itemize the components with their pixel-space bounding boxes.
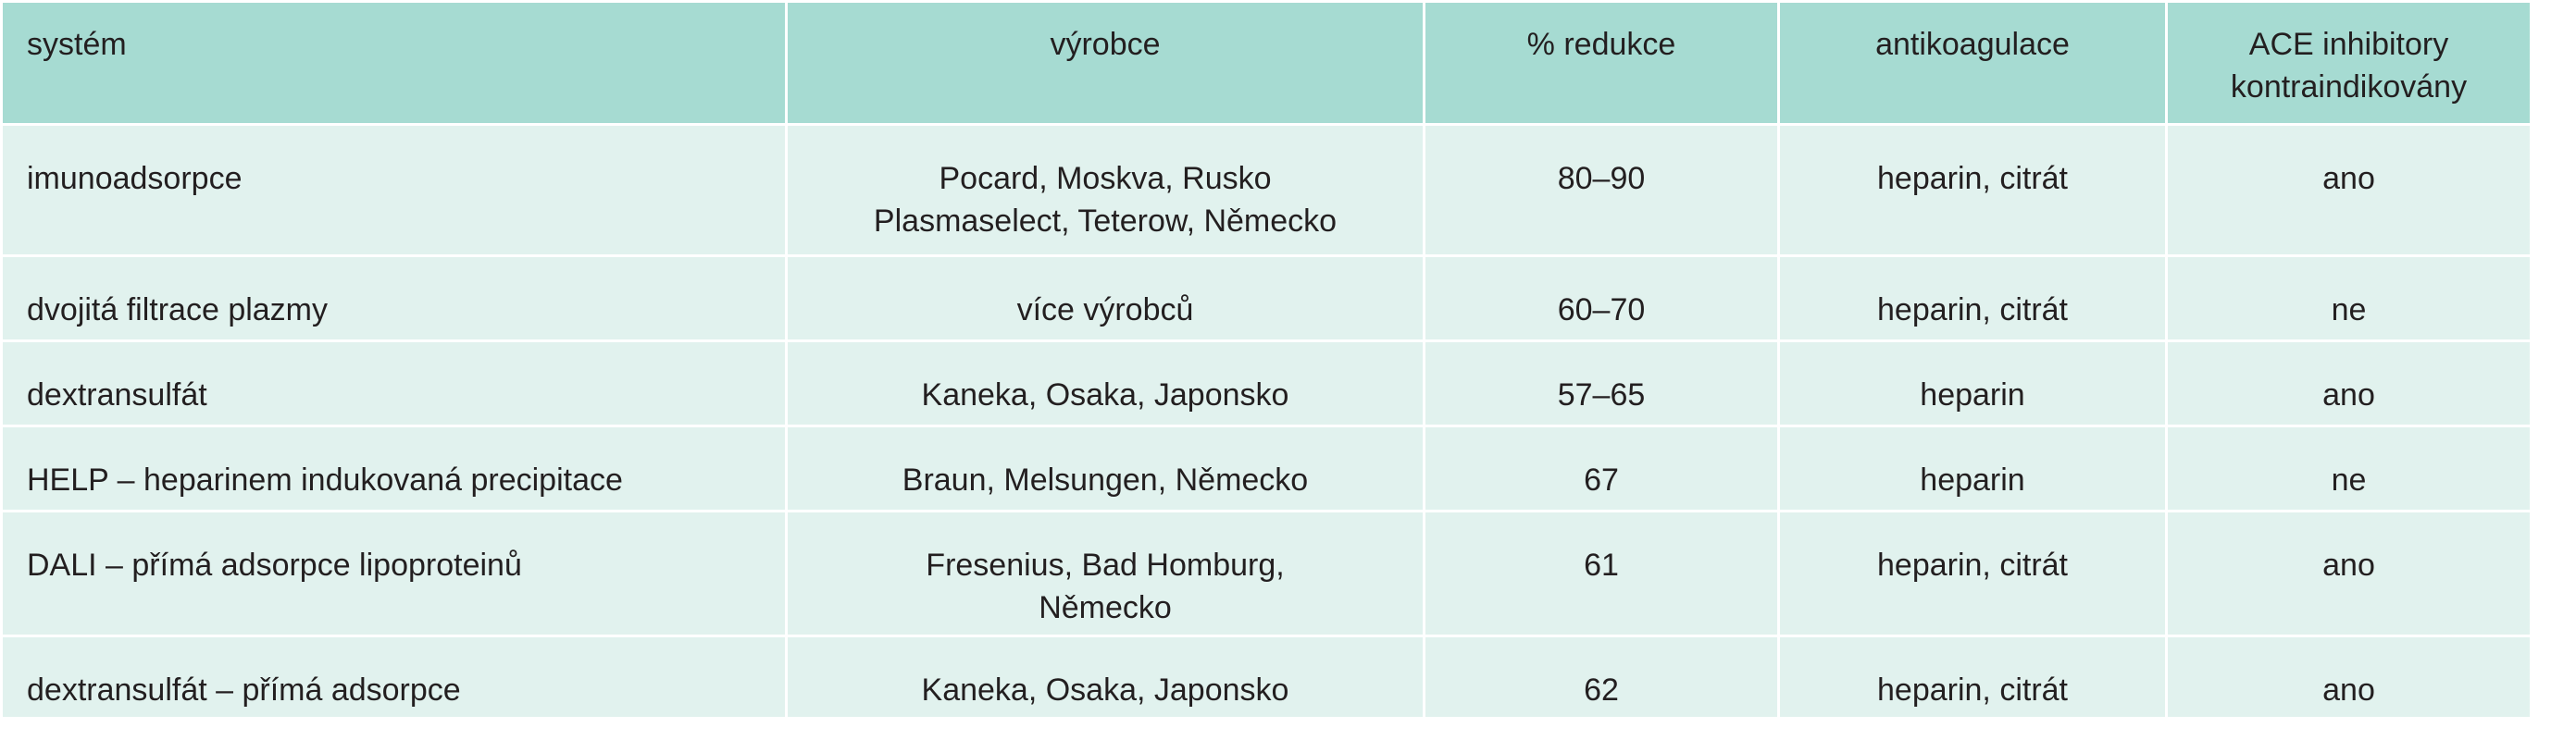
header-cell: systém [0,0,788,126]
table-cell: ano [2165,635,2532,720]
table-cell: DALI – přímá adsorpce lipoproteinů [0,510,788,637]
header-row: systém výrobce% redukce antikoagulace ACE i… [0,0,2532,126]
table-cell: dvojitá filtrace plazmy [0,254,788,342]
table-cell: 80–90 [1423,123,1780,257]
header-cell: výrobce [785,0,1425,126]
table-row: HELP – heparinem indukovaná precipitace B… [0,425,2532,512]
table-cell: ne [2165,254,2532,342]
table-cell: dextransulfát – přímá adsorpce [0,635,788,720]
table-cell: 60–70 [1423,254,1780,342]
table-body: imunoadsorpce Pocard, Moskva, Rusko Plasm… [0,123,2532,720]
table-cell: Fresenius, Bad Homburg, Německo [785,510,1425,637]
table-row: imunoadsorpce Pocard, Moskva, Rusko Plasm… [0,123,2532,257]
table-cell: 62 [1423,635,1780,720]
table-cell: 67 [1423,425,1780,512]
table-cell: heparin, citrát [1777,510,2168,637]
table-cell: Kaneka, Osaka, Japonsko [785,339,1425,427]
header-cell: antikoagulace [1777,0,2168,126]
data-table: systém výrobce% redukce antikoagulace ACE i… [0,0,2532,720]
table-row: DALI – přímá adsorpce lipoproteinů Fresen… [0,510,2532,637]
table-cell: HELP – heparinem indukovaná precipitace [0,425,788,512]
table-cell: více výrobců [785,254,1425,342]
table-cell: ano [2165,339,2532,427]
table-cell: 57–65 [1423,339,1780,427]
table-cell: Kaneka, Osaka, Japonsko [785,635,1425,720]
table-cell: ano [2165,123,2532,257]
table-cell: imunoadsorpce [0,123,788,257]
table-cell: heparin, citrát [1777,123,2168,257]
table-cell: ano [2165,510,2532,637]
header-cell: ACE inhibitory kontraindikovány [2165,0,2532,126]
header-cell: % redukce [1423,0,1780,126]
table-cell: Braun, Melsungen, Německo [785,425,1425,512]
table-row: dvojitá filtrace plazmy více výrobců 60–70… [0,254,2532,342]
table-cell: 61 [1423,510,1780,637]
table-cell: Pocard, Moskva, Rusko Plasmaselect, Tete… [785,123,1425,257]
table-cell: heparin [1777,425,2168,512]
table-cell: dextransulfát [0,339,788,427]
table-cell: heparin, citrát [1777,635,2168,720]
table-row: dextransulfát – přímá adsorpce Kaneka, Os… [0,635,2532,720]
table-cell: heparin, citrát [1777,254,2168,342]
table-row: dextransulfát Kaneka, Osaka, Japonsko 57–6… [0,339,2532,427]
table-cell: ne [2165,425,2532,512]
table-cell: heparin [1777,339,2168,427]
